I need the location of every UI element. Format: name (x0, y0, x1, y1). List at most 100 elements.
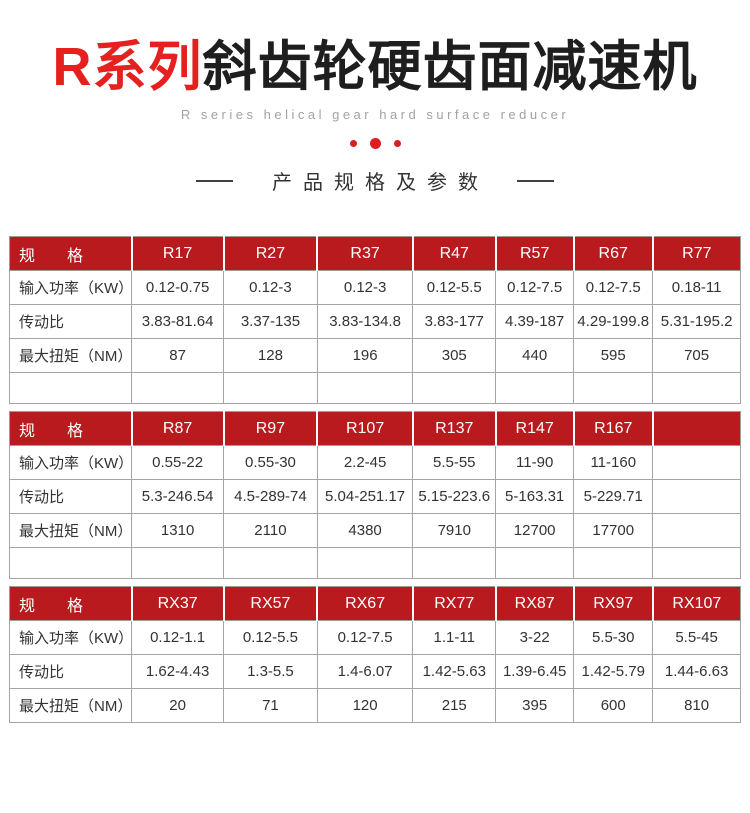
spec-value: 128 (223, 338, 318, 374)
spec-value: 4.5-289-74 (223, 479, 318, 515)
spec-value: 3.83-134.8 (316, 304, 414, 340)
spec-value: 4380 (316, 513, 414, 549)
empty-cell (223, 372, 318, 405)
spec-value: 3.83-81.64 (131, 304, 225, 340)
spec-value: 12700 (495, 513, 575, 549)
spec-value: 0.12-3 (223, 270, 318, 306)
table-row: 最大扭矩（NM） 1310 2110 4380 7910 12700 17700 (8, 513, 741, 549)
spec-value: 4.39-187 (495, 304, 575, 340)
spec-value: 5-163.31 (495, 479, 575, 515)
spec-header-model: RX67 (316, 586, 414, 622)
spec-table-r-small: 规 格 R17 R27 R37 R47 R57 R67 R77 输入功率（KW） 0.12-0.7… (8, 236, 741, 405)
spec-header-model: RX87 (494, 586, 575, 622)
spec-header-model: RX77 (411, 586, 497, 622)
spec-value: 7910 (412, 513, 497, 549)
spec-value: 3.83-177 (412, 304, 497, 340)
spec-value: 20 (131, 688, 225, 724)
table-header-row: 规 格 R87 R97 R107 R137 R147 R167 (8, 411, 741, 447)
table-row: 传动比 5.3-246.54 4.5-289-74 5.04-251.17 5.15-2… (8, 479, 741, 515)
row-label: 传动比 (8, 479, 133, 515)
empty-cell (573, 547, 654, 580)
table-row: 最大扭矩（NM） 87 128 196 305 440 595 705 (8, 338, 741, 374)
spec-value: 305 (412, 338, 497, 374)
spec-value: 1.4-6.07 (316, 654, 414, 690)
spec-header-label: 规 格 (8, 411, 133, 447)
spec-header-model: R167 (572, 411, 654, 447)
empty-row (8, 547, 741, 580)
empty-cell (316, 372, 414, 405)
table-row: 输入功率（KW） 0.12-1.1 0.12-5.5 0.12-7.5 1.1-11 3-… (8, 620, 741, 656)
spec-value: 595 (573, 338, 654, 374)
empty-cell (8, 547, 133, 580)
spec-value: 0.12-1.1 (131, 620, 225, 656)
spec-header-model: R77 (651, 236, 741, 272)
empty-cell (131, 372, 225, 405)
dash-left-icon (196, 179, 233, 182)
spec-value: 0.12-5.5 (412, 270, 497, 306)
spec-value: 440 (495, 338, 575, 374)
spec-value: 705 (652, 338, 741, 374)
spec-header-model: R97 (222, 411, 319, 447)
spec-value: 0.18-11 (652, 270, 741, 306)
spec-value: 0.12-7.5 (495, 270, 575, 306)
spec-value: 0.12-0.75 (131, 270, 225, 306)
empty-cell (412, 372, 497, 405)
spec-value: 3-22 (495, 620, 575, 656)
spec-value (652, 479, 741, 515)
spec-header-model (651, 411, 741, 447)
row-label: 输入功率（KW） (8, 270, 133, 306)
spec-value: 5.3-246.54 (131, 479, 225, 515)
spec-value: 395 (495, 688, 575, 724)
spec-value: 1.1-11 (412, 620, 497, 656)
page-subtitle: R series helical gear hard surface reduc… (180, 107, 570, 123)
spec-value: 1.3-5.5 (223, 654, 318, 690)
empty-cell (652, 547, 741, 580)
spec-value: 1.39-6.45 (495, 654, 575, 690)
empty-cell (495, 547, 575, 580)
spec-value: 11-160 (573, 445, 654, 481)
table-row: 输入功率（KW） 0.12-0.75 0.12-3 0.12-3 0.12-5.5 0.1… (8, 270, 741, 306)
spec-value (652, 513, 741, 549)
spec-value: 1.44-6.63 (652, 654, 741, 690)
table-row: 输入功率（KW） 0.55-22 0.55-30 2.2-45 5.5-55 11-90 1… (8, 445, 741, 481)
spec-value: 810 (652, 688, 741, 724)
spec-header-label: 规 格 (8, 236, 133, 272)
empty-cell (573, 372, 654, 405)
page-title: R系列斜齿轮硬齿面减速机 (0, 36, 750, 98)
spec-value: 1310 (131, 513, 225, 549)
spec-header-model: R67 (572, 236, 654, 272)
spec-value: 2.2-45 (316, 445, 414, 481)
table-row: 传动比 3.83-81.64 3.37-135 3.83-134.8 3.83-177 4… (8, 304, 741, 340)
spec-value: 1.42-5.79 (573, 654, 654, 690)
dot-icon (349, 139, 357, 147)
row-label: 最大扭矩（NM） (8, 688, 133, 724)
page-title-product: 斜齿轮硬齿面减速机 (202, 37, 698, 97)
spec-value (652, 445, 741, 481)
spec-value: 71 (223, 688, 318, 724)
spec-header-model: R87 (130, 411, 225, 447)
row-label: 输入功率（KW） (8, 445, 133, 481)
section-header: 产品规格及参数 (0, 166, 750, 195)
spec-value: 215 (412, 688, 497, 724)
table-header-row: 规 格 RX37 RX57 RX67 RX77 RX87 RX97 RX107 (8, 586, 741, 622)
spec-value: 600 (573, 688, 654, 724)
empty-cell (495, 372, 575, 405)
row-label: 最大扭矩（NM） (8, 338, 133, 374)
spec-value: 4.29-199.8 (573, 304, 654, 340)
spec-header-model: R57 (494, 236, 575, 272)
spec-header-model: R107 (316, 411, 414, 447)
empty-cell (131, 547, 225, 580)
empty-cell (652, 372, 741, 405)
spec-value: 196 (316, 338, 414, 374)
spec-value: 0.55-22 (131, 445, 225, 481)
dot-icon (393, 139, 401, 147)
spec-value: 5.5-45 (652, 620, 741, 656)
spec-value: 0.12-7.5 (316, 620, 414, 656)
spec-header-model: R17 (130, 236, 225, 272)
spec-value: 3.37-135 (223, 304, 318, 340)
spec-header-model: R27 (222, 236, 319, 272)
page-title-series: R系列 (52, 37, 203, 97)
empty-cell (223, 547, 318, 580)
spec-value: 2110 (223, 513, 318, 549)
spec-value: 0.55-30 (223, 445, 318, 481)
